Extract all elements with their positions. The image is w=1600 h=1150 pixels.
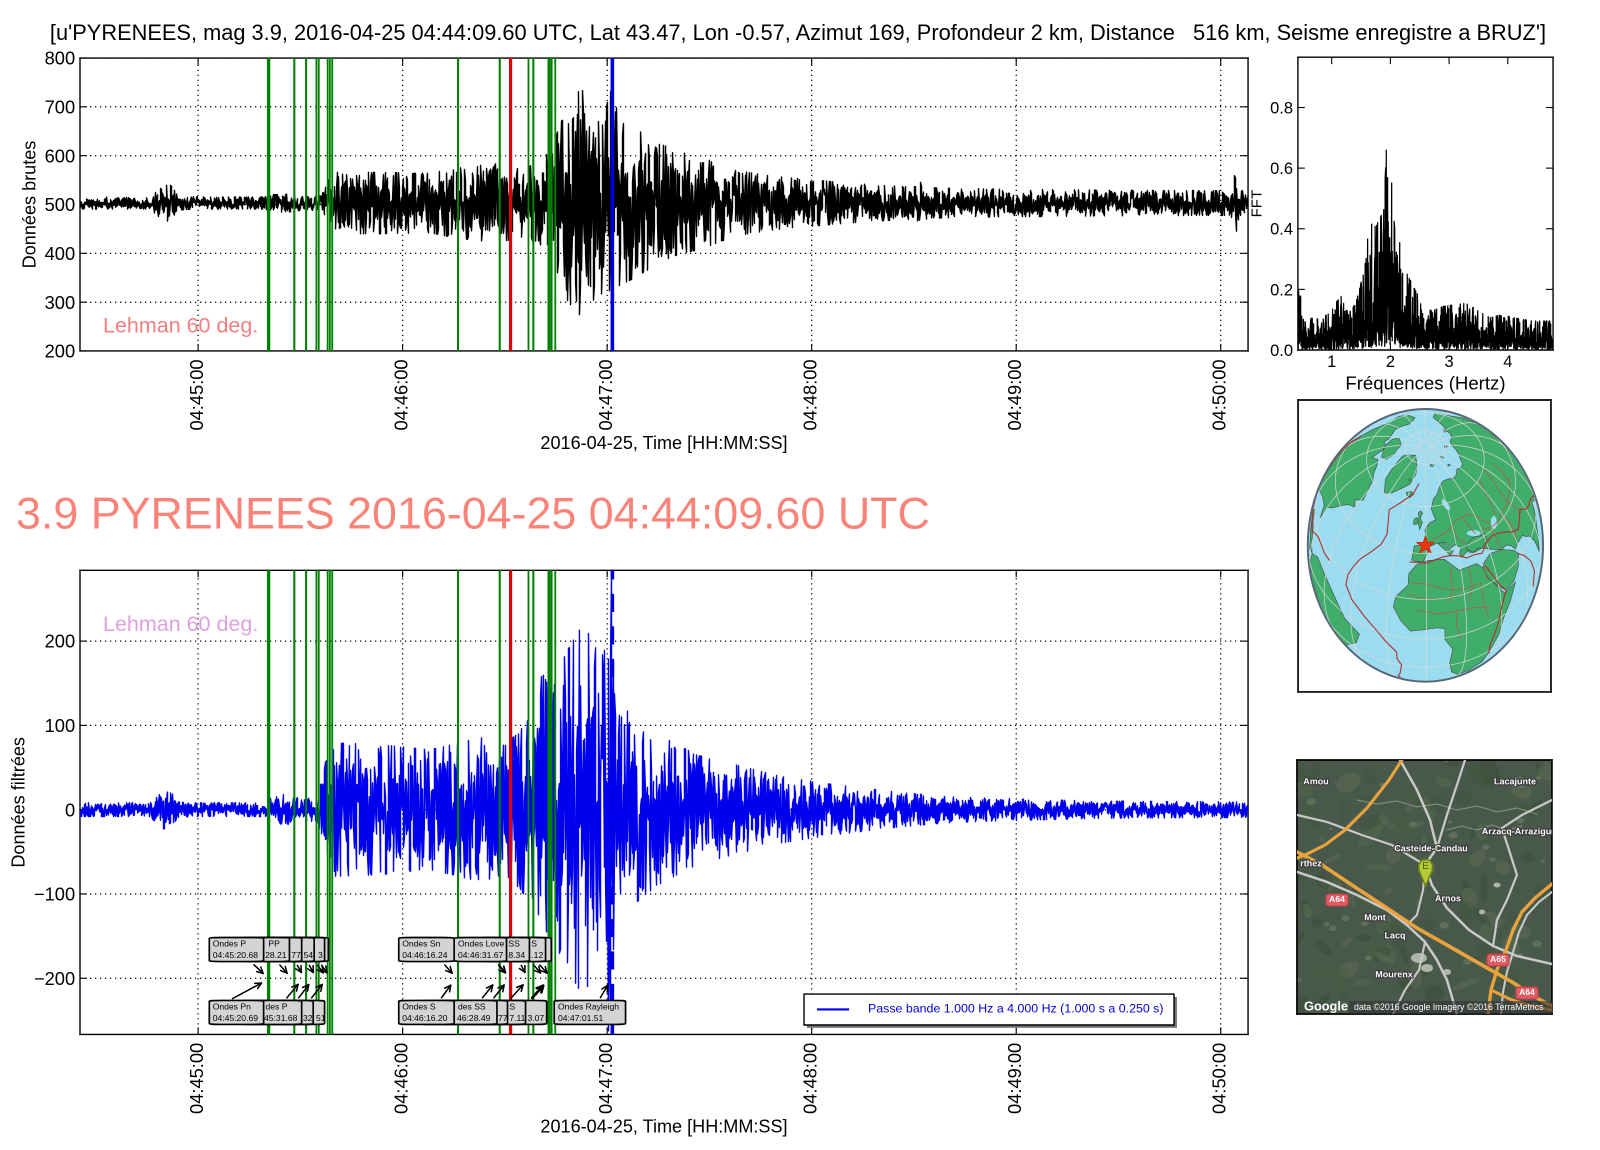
svg-text:04:46:31.67: 04:46:31.67 <box>458 950 504 960</box>
svg-text:2: 2 <box>1386 353 1395 371</box>
svg-text:0.2: 0.2 <box>1270 281 1293 299</box>
svg-text:Passe bande 1.000 Hz a 4.000 H: Passe bande 1.000 Hz a 4.000 Hz (1.000 s… <box>868 1002 1164 1016</box>
svg-text:[u'PYRENEES, mag 3.9, 2016-04-: [u'PYRENEES, mag 3.9, 2016-04-25 04:44:0… <box>50 20 1546 45</box>
svg-text:3.07: 3.07 <box>528 1013 545 1023</box>
svg-text:400: 400 <box>45 243 76 264</box>
svg-text:77: 77 <box>291 950 301 960</box>
svg-text:32: 32 <box>303 1013 313 1023</box>
svg-text:04:46:16.20: 04:46:16.20 <box>402 1013 448 1023</box>
svg-text:des SS: des SS <box>458 1002 486 1012</box>
svg-text:0.6: 0.6 <box>1270 160 1293 178</box>
svg-text:−100: −100 <box>34 884 75 905</box>
svg-text:3: 3 <box>318 950 323 960</box>
svg-text:04:49:00: 04:49:00 <box>1004 359 1025 430</box>
svg-text:04:45:00: 04:45:00 <box>186 359 207 430</box>
svg-text:2016-04-25, Time [HH:MM:SS]: 2016-04-25, Time [HH:MM:SS] <box>540 433 787 453</box>
svg-text:Lehman 60 deg.: Lehman 60 deg. <box>103 612 258 636</box>
svg-text:A64: A64 <box>1519 987 1535 997</box>
svg-text:600: 600 <box>45 145 76 166</box>
svg-text:04:46:16.24: 04:46:16.24 <box>402 950 448 960</box>
svg-text:300: 300 <box>45 292 76 313</box>
svg-text:200: 200 <box>45 341 76 362</box>
svg-text:SS: SS <box>508 939 520 949</box>
svg-text:.12: .12 <box>531 950 543 960</box>
svg-text:04:47:00: 04:47:00 <box>595 1043 616 1114</box>
svg-text:des P: des P <box>266 1002 288 1012</box>
svg-text:100: 100 <box>45 715 76 736</box>
svg-text:Google: Google <box>1304 998 1348 1013</box>
svg-text:04:45:00: 04:45:00 <box>186 1043 207 1114</box>
svg-text:Ondes P: Ondes P <box>213 939 247 949</box>
svg-text:0.8: 0.8 <box>1270 99 1293 117</box>
svg-text:Ondes Pn: Ondes Pn <box>213 1002 251 1012</box>
svg-text:Ondes Sn: Ondes Sn <box>402 939 440 949</box>
svg-text:28.21: 28.21 <box>265 950 287 960</box>
svg-text:800: 800 <box>45 48 76 69</box>
svg-text:0.0: 0.0 <box>1270 342 1293 360</box>
svg-text:2016-04-25, Time [HH:MM:SS]: 2016-04-25, Time [HH:MM:SS] <box>540 1117 787 1137</box>
svg-text:Ondes Love: Ondes Love <box>458 939 504 949</box>
svg-text:Données filtrées: Données filtrées <box>9 737 29 868</box>
svg-text:S: S <box>509 1002 515 1012</box>
svg-text:04:48:00: 04:48:00 <box>799 1043 820 1114</box>
svg-text:04:45:20.68: 04:45:20.68 <box>213 950 259 960</box>
svg-text:77: 77 <box>498 1013 508 1023</box>
svg-text:Lehman 60 deg.: Lehman 60 deg. <box>103 313 258 337</box>
svg-text:E: E <box>1422 861 1429 872</box>
svg-text:500: 500 <box>45 194 76 215</box>
svg-text:04:45:20.69: 04:45:20.69 <box>213 1013 259 1023</box>
svg-text:Données brutes: Données brutes <box>19 141 39 269</box>
svg-text:0.4: 0.4 <box>1270 221 1293 239</box>
svg-text:0: 0 <box>65 799 75 820</box>
svg-text:PP: PP <box>268 939 280 949</box>
svg-text:51: 51 <box>316 1013 326 1023</box>
svg-text:46:28.49: 46:28.49 <box>457 1013 491 1023</box>
svg-text:Ondes S: Ondes S <box>402 1002 436 1012</box>
svg-text:700: 700 <box>45 96 76 117</box>
svg-text:S: S <box>531 939 537 949</box>
svg-text:04:47:01.51: 04:47:01.51 <box>558 1013 604 1023</box>
svg-text:54: 54 <box>304 950 314 960</box>
svg-text:200: 200 <box>45 631 76 652</box>
svg-text:45:31.68: 45:31.68 <box>264 1013 298 1023</box>
svg-text:04:50:00: 04:50:00 <box>1208 1043 1229 1114</box>
svg-text:3.9 PYRENEES 2016-04-25 04:44:: 3.9 PYRENEES 2016-04-25 04:44:09.60 UTC <box>16 488 930 538</box>
svg-text:3: 3 <box>1445 353 1454 371</box>
svg-text:8.34: 8.34 <box>508 950 525 960</box>
svg-text:4: 4 <box>1503 353 1512 371</box>
svg-text:Fréquences (Hertz): Fréquences (Hertz) <box>1345 372 1505 393</box>
svg-text:04:50:00: 04:50:00 <box>1208 359 1229 430</box>
svg-text:1: 1 <box>1327 353 1336 371</box>
svg-text:A65: A65 <box>1490 954 1506 964</box>
svg-text:04:46:00: 04:46:00 <box>390 359 411 430</box>
svg-text:FFT: FFT <box>1248 190 1265 217</box>
svg-text:A64: A64 <box>1329 894 1345 904</box>
svg-text:04:47:00: 04:47:00 <box>595 359 616 430</box>
svg-text:7.11: 7.11 <box>509 1013 525 1023</box>
svg-text:data ©2016 Google Imagery ©20: data ©2016 Google Imagery ©2016 TerraMet… <box>1354 1002 1544 1012</box>
svg-text:04:48:00: 04:48:00 <box>799 359 820 430</box>
svg-text:04:49:00: 04:49:00 <box>1004 1043 1025 1114</box>
svg-text:−200: −200 <box>34 968 75 989</box>
svg-text:Ondes Rayleigh: Ondes Rayleigh <box>558 1002 619 1012</box>
svg-text:04:46:00: 04:46:00 <box>390 1043 411 1114</box>
